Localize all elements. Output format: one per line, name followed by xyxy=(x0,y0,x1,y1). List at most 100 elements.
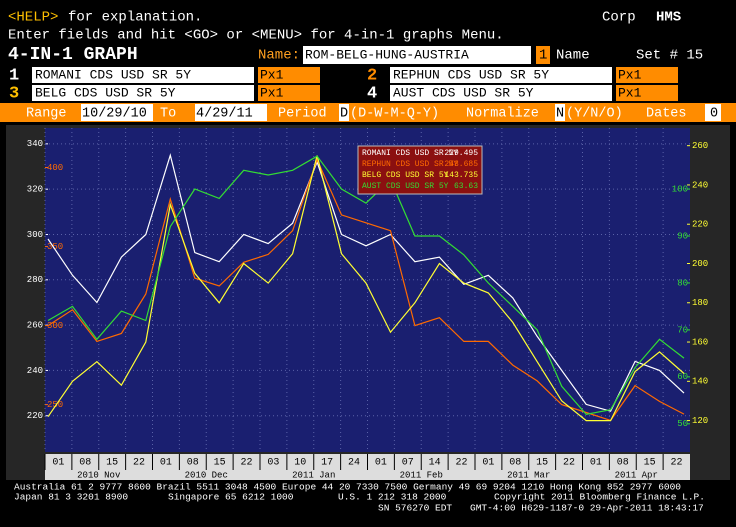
name-num-box[interactable] xyxy=(536,46,550,64)
px: Px1 xyxy=(260,67,284,82)
x-tick-label: 01 xyxy=(375,458,387,469)
y-tick-label: 100 xyxy=(672,184,688,194)
input-box[interactable] xyxy=(555,104,565,121)
y-tick-label: 250 xyxy=(47,400,63,410)
x-tick-label: 01 xyxy=(590,458,602,469)
x-tick-label: 22 xyxy=(456,458,468,469)
month-label: 2011 Apr xyxy=(615,470,658,480)
ticker-field[interactable] xyxy=(32,85,254,101)
px-field[interactable] xyxy=(616,85,678,101)
x-tick-label: 08 xyxy=(617,458,629,469)
legend-name: AUST CDS USD SR 5Y xyxy=(362,182,449,191)
x-tick-label: 15 xyxy=(644,458,656,469)
name-value: ROM-BELG-HUNG-AUSTRIA xyxy=(305,47,469,62)
market: Corp xyxy=(602,10,636,26)
x-tick-label: 22 xyxy=(133,458,145,469)
x-tick-label: 15 xyxy=(106,458,118,469)
x-tick-label: 15 xyxy=(214,458,226,469)
input-box[interactable] xyxy=(81,104,153,121)
to: 4/29/11 xyxy=(196,107,253,122)
ticker: ROMANI CDS USD SR 5Y xyxy=(35,67,191,82)
legend-value: 229.495 xyxy=(444,149,478,158)
fields: 1 ROMANI CDS USD SR 5Y Px1 2 REPHUN CDS USD … xyxy=(9,66,678,103)
input-box[interactable] xyxy=(339,104,349,121)
input-box[interactable] xyxy=(195,104,267,121)
to-label: To xyxy=(160,107,176,122)
x-tick-label: 24 xyxy=(348,458,360,469)
footer: Japan 81 3 3201 8900 xyxy=(14,492,128,503)
legend-value: 143.735 xyxy=(444,171,478,180)
y-tick-label: 260 xyxy=(27,320,43,330)
ticker: AUST CDS USD SR 5Y xyxy=(393,85,534,100)
month-label: 2010 Nov xyxy=(77,470,121,480)
x-tick-label: 01 xyxy=(160,458,172,469)
ticker-field[interactable] xyxy=(32,67,254,83)
series-line xyxy=(47,155,685,416)
px-field[interactable] xyxy=(258,67,320,83)
y-tick-label: 70 xyxy=(677,325,688,335)
dates: 0 xyxy=(710,107,718,122)
x-tick-label: 22 xyxy=(241,458,253,469)
x-tick-label: 08 xyxy=(509,458,521,469)
month-label: 2010 Dec xyxy=(185,470,228,480)
y-tick-label: 340 xyxy=(27,139,43,149)
field-num: 4 xyxy=(367,84,377,103)
y-tick-label: 240 xyxy=(692,180,708,190)
y-tick-label: 60 xyxy=(677,372,688,382)
x-tick-label: 22 xyxy=(671,458,683,469)
prompt: Enter fields and hit <GO> or <MENU> for … xyxy=(8,28,504,44)
series-line xyxy=(47,155,685,422)
y-tick-label: 280 xyxy=(27,275,43,285)
normalize: N xyxy=(556,107,564,122)
ticker-field[interactable] xyxy=(390,67,612,83)
px: Px1 xyxy=(618,85,642,100)
name-field[interactable] xyxy=(303,46,531,64)
range-bar xyxy=(0,103,736,122)
y-tick-label: 260 xyxy=(692,141,708,151)
name-label: Name: xyxy=(258,48,300,64)
px-field[interactable] xyxy=(258,85,320,101)
x-tick-label: 15 xyxy=(536,458,548,469)
function: HMS xyxy=(656,10,681,26)
legend-name: REPHUN CDS USD SR 5Y xyxy=(362,160,458,169)
y-tick-label: 300 xyxy=(47,321,63,331)
y-tick-label: 300 xyxy=(27,230,43,240)
help-key[interactable]: <HELP> xyxy=(8,10,58,26)
x-tick-label: 01 xyxy=(52,458,64,469)
px-field[interactable] xyxy=(616,67,678,83)
chart: 01 08 15 22 01 08 15 22 03 10 17 24 01 07 14 22 01 08 15 22… xyxy=(27,128,708,480)
y-tick-label: 90 xyxy=(677,231,688,241)
y-tick-label: 140 xyxy=(692,377,708,387)
x-tick-label: 08 xyxy=(187,458,199,469)
footer: SN 576270 EDT xyxy=(378,503,452,514)
y-tick-label: 200 xyxy=(692,259,708,269)
period-opts: (D-W-M-Q-Y) xyxy=(350,107,439,122)
footer: Australia 61 2 9777 8600 Brazil 5511 304… xyxy=(14,482,681,493)
help-text: for explanation. xyxy=(68,10,202,26)
x-tick-label: 14 xyxy=(429,458,441,469)
month-label: 2011 Jan xyxy=(292,470,335,480)
legend-value: 243.685 xyxy=(444,160,478,169)
y-tick-label: 350 xyxy=(47,242,63,252)
footer: Singapore 65 6212 1000 xyxy=(168,492,294,503)
month-label: 2011 Feb xyxy=(400,470,443,480)
range-label: Range xyxy=(26,107,67,122)
x-tick-label: 22 xyxy=(563,458,575,469)
series-line xyxy=(47,152,685,412)
ticker: BELG CDS USD SR 5Y xyxy=(35,85,176,100)
range-fields: Range 10/29/10 To 4/29/11 Period D (D-W-M-Q-Y)… xyxy=(26,104,721,122)
dates-label: Dates xyxy=(646,107,687,122)
y-tick-label: 180 xyxy=(692,298,708,308)
normalize-label: Normalize xyxy=(466,107,539,122)
y-tick-label: 320 xyxy=(27,185,43,195)
ticker-field[interactable] xyxy=(390,85,612,101)
y-tick-label: 240 xyxy=(27,366,43,376)
y-tick-label: 400 xyxy=(47,163,63,173)
legend-name: BELG CDS USD SR 5Y xyxy=(362,171,449,180)
field-num: 2 xyxy=(367,66,377,85)
legend-value: 63.63 xyxy=(454,182,478,191)
footer: U.S. 1 212 318 2000 xyxy=(338,492,447,503)
x-tick-label: 07 xyxy=(402,458,414,469)
input-box[interactable] xyxy=(705,104,721,121)
